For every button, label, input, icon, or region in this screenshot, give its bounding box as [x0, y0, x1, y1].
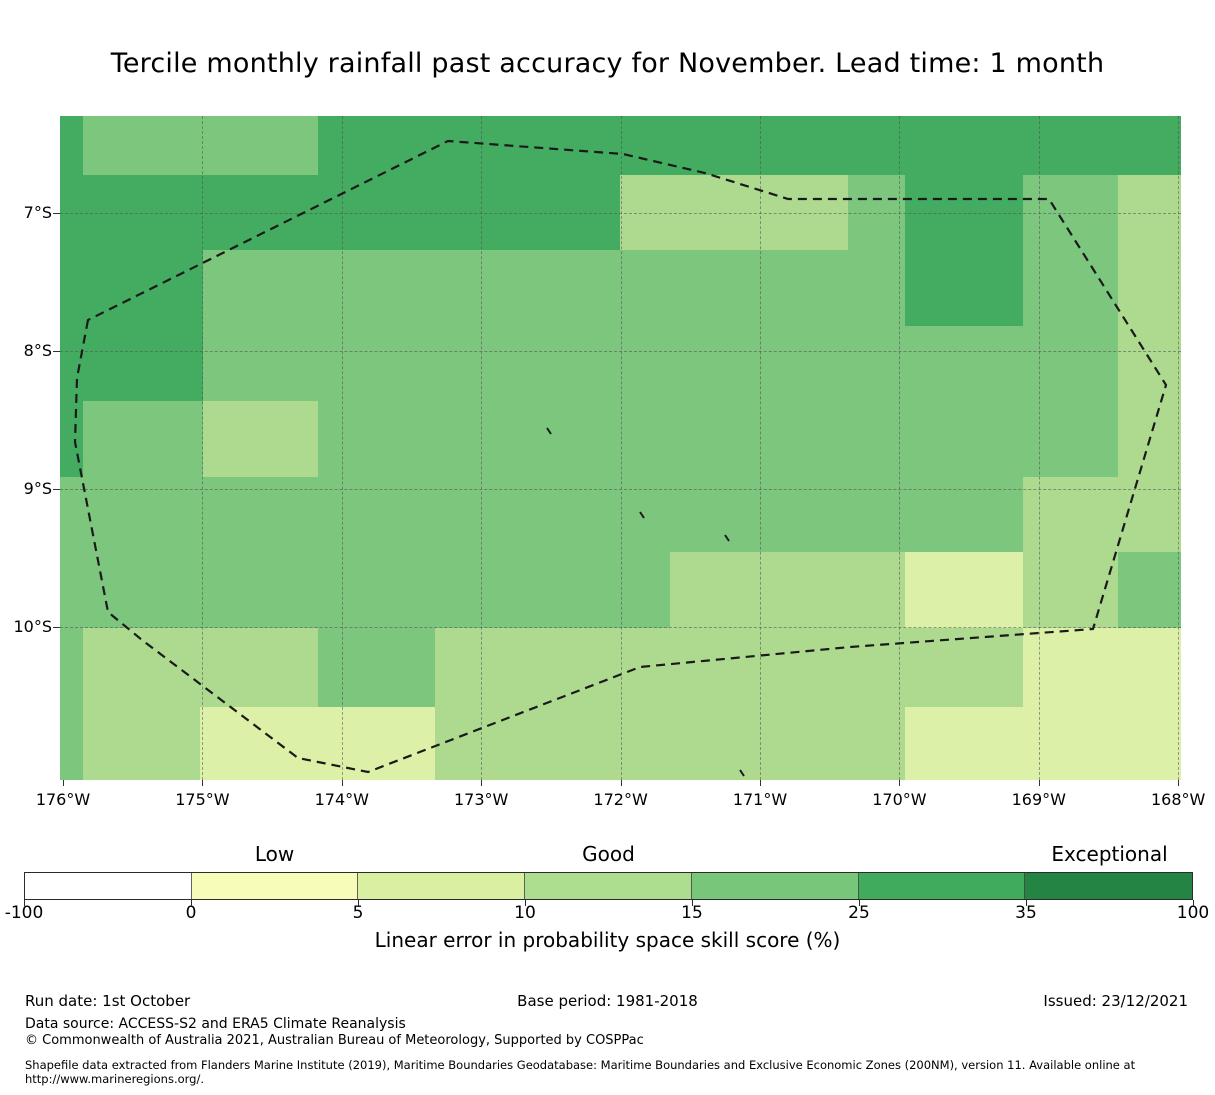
- longitude-gridline: [899, 116, 901, 780]
- colorbar-tick-label: 25: [848, 903, 870, 923]
- colorbar-category-label: Exceptional: [1051, 842, 1168, 866]
- map-cell: [670, 552, 905, 628]
- longitude-gridline: [1038, 116, 1040, 780]
- x-tick-mark: [899, 780, 901, 786]
- y-tick-mark: [53, 213, 60, 214]
- island-mark: [739, 769, 745, 777]
- colorbar-tick-label: 35: [1015, 903, 1037, 923]
- base-period-text: Base period: 1981-2018: [517, 992, 698, 1010]
- x-tick-label: 168°W: [1151, 790, 1206, 809]
- colorbar-tick-label: 15: [681, 903, 703, 923]
- x-tick-mark: [1038, 780, 1040, 786]
- x-tick-mark: [341, 780, 343, 786]
- colorbar-tick-mark: [191, 900, 192, 906]
- x-tick-mark: [63, 780, 64, 786]
- map-cell: [620, 175, 848, 250]
- x-tick-label: 173°W: [454, 790, 509, 809]
- colorbar-tick-mark: [24, 900, 25, 906]
- x-tick-label: 176°W: [35, 790, 91, 809]
- x-tick-mark: [760, 780, 761, 786]
- map-cell: [83, 116, 318, 175]
- colorbar-category-label: Good: [582, 842, 635, 866]
- map-cell: [905, 552, 1023, 628]
- colorbar-tick-mark: [692, 900, 693, 906]
- map-plot-area: [60, 116, 1181, 780]
- issued-date-text: Issued: 23/12/2021: [1043, 992, 1188, 1010]
- longitude-gridline: [481, 116, 483, 780]
- latitude-gridline: [60, 213, 1181, 214]
- x-tick-label: 170°W: [872, 790, 927, 809]
- colorbar-category-label: Low: [254, 842, 295, 866]
- map-cell: [60, 175, 620, 250]
- map-cell: [905, 175, 1023, 326]
- colorbar: [24, 872, 1193, 900]
- colorbar-tick-mark: [1026, 900, 1027, 906]
- longitude-gridline: [1178, 116, 1180, 780]
- run-date-text: Run date: 1st October: [25, 992, 191, 1010]
- eez-boundary-line: [73, 139, 1168, 774]
- map-cell: [905, 707, 1023, 780]
- data-source-text: Data source: ACCESS-S2 and ERA5 Climate …: [25, 1016, 406, 1032]
- colorbar-tick-label: -100: [4, 903, 44, 923]
- colorbar-tick-mark: [1193, 900, 1194, 906]
- colorbar-segment: [691, 873, 859, 899]
- shapefile-attribution-text: Shapefile data extracted from Flanders M…: [25, 1058, 1136, 1072]
- x-tick-mark: [481, 780, 483, 786]
- colorbar-tick-label: 0: [185, 903, 197, 923]
- map-cell: [1023, 628, 1181, 780]
- x-tick-mark: [1178, 780, 1180, 786]
- colorbar-title: Linear error in probability space skill …: [374, 928, 841, 952]
- colorbar-tick-label: 5: [352, 903, 364, 923]
- longitude-gridline: [760, 116, 761, 780]
- y-tick-label: 7°S: [23, 203, 52, 222]
- colorbar-segment: [1025, 873, 1192, 899]
- colorbar-segment: [191, 873, 359, 899]
- map-cell: [318, 628, 435, 707]
- y-tick-label: 9°S: [23, 479, 52, 498]
- x-tick-label: 171°W: [732, 790, 788, 809]
- shapefile-url-text: http://www.marineregions.org/.: [25, 1072, 204, 1086]
- eez-boundary-layer: [73, 139, 1168, 777]
- map-cell: [200, 707, 435, 780]
- y-tick-label: 10°S: [13, 617, 52, 636]
- colorbar-tick-label: 10: [514, 903, 536, 923]
- x-tick-label: 175°W: [175, 790, 230, 809]
- x-tick-mark: [620, 780, 622, 786]
- latitude-gridline: [60, 489, 1181, 490]
- island-mark: [639, 511, 645, 519]
- latitude-gridline: [60, 627, 1181, 628]
- x-tick-mark: [202, 780, 204, 786]
- y-tick-mark: [53, 489, 60, 490]
- copyright-text: © Commonwealth of Australia 2021, Austra…: [25, 1033, 644, 1048]
- x-tick-label: 169°W: [1011, 790, 1066, 809]
- x-tick-label: 174°W: [314, 790, 369, 809]
- x-tick-label: 172°W: [593, 790, 648, 809]
- longitude-gridline: [341, 116, 343, 780]
- island-mark: [546, 427, 552, 435]
- colorbar-segment: [525, 873, 692, 899]
- colorbar-tick-mark: [859, 900, 860, 906]
- latitude-gridline: [60, 351, 1181, 352]
- y-tick-mark: [53, 351, 60, 352]
- colorbar-segment: [358, 873, 526, 899]
- colorbar-segment: [858, 873, 1026, 899]
- y-tick-mark: [53, 627, 60, 628]
- island-mark: [724, 534, 730, 542]
- longitude-gridline: [202, 116, 204, 780]
- colorbar-tick-label: 100: [1176, 903, 1210, 923]
- map-cell: [203, 401, 318, 477]
- colorbar-tick-mark: [358, 900, 359, 906]
- chart-title: Tercile monthly rainfall past accuracy f…: [110, 48, 1105, 79]
- longitude-gridline: [620, 116, 622, 780]
- colorbar-tick-mark: [525, 900, 526, 906]
- y-tick-label: 8°S: [23, 341, 52, 360]
- colorbar-segment: [25, 873, 192, 899]
